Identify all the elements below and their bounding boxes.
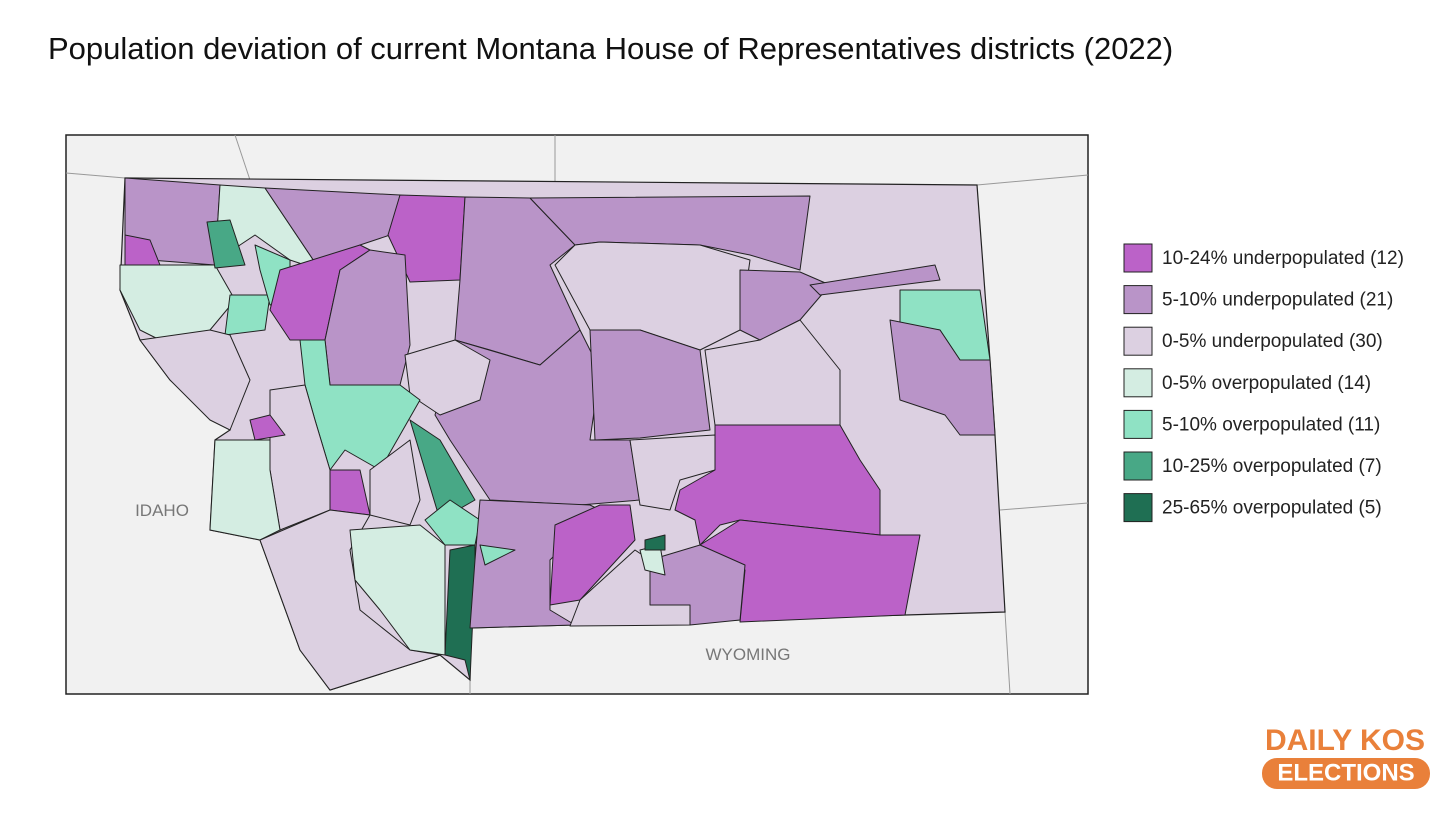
legend-label: 5-10% underpopulated (21) (1162, 290, 1393, 311)
title: Population deviation of current Montana … (48, 31, 1174, 66)
districts (119, 177, 996, 691)
legend-swatch (1123, 368, 1153, 398)
district (224, 294, 271, 336)
region-label: IDAHO (135, 501, 189, 520)
district (264, 187, 401, 271)
district (387, 194, 466, 283)
district (259, 509, 441, 691)
legend-label: 0-5% underpopulated (30) (1162, 331, 1383, 352)
legend-swatch (1123, 326, 1153, 356)
legend-swatch (1123, 243, 1153, 273)
legend-label: 0-5% overpopulated (14) (1162, 373, 1371, 394)
district (569, 549, 691, 627)
district (479, 544, 516, 566)
district (369, 439, 421, 526)
legend-label: 5-10% overpopulated (11) (1162, 414, 1380, 435)
legend-swatch (1123, 285, 1153, 315)
district (644, 534, 666, 551)
district (889, 319, 996, 436)
legend-swatch (1123, 493, 1153, 523)
logo-badge (1262, 758, 1430, 789)
district (589, 329, 711, 441)
legend-swatch (1123, 409, 1153, 439)
district (206, 219, 246, 269)
logo-text: ELECTIONS (1277, 759, 1414, 786)
district (554, 241, 751, 351)
logo-text: DAILY KOS (1265, 724, 1425, 757)
district (139, 329, 251, 431)
district (349, 524, 446, 656)
legend-label: 10-24% underpopulated (12) (1162, 248, 1404, 269)
legend: 10-24% underpopulated (12) 5-10% underpop… (1123, 243, 1404, 523)
district (249, 414, 286, 441)
legend-swatch (1123, 451, 1153, 481)
district (444, 544, 476, 681)
neighbor-borders (65, 134, 1089, 695)
district (209, 439, 281, 541)
legend-label: 25-65% overpopulated (5) (1162, 498, 1382, 519)
legend-label: 10-25% overpopulated (7) (1162, 456, 1382, 477)
district (549, 504, 636, 606)
region-label: WYOMING (706, 645, 791, 664)
district (809, 264, 941, 296)
district (674, 424, 881, 546)
